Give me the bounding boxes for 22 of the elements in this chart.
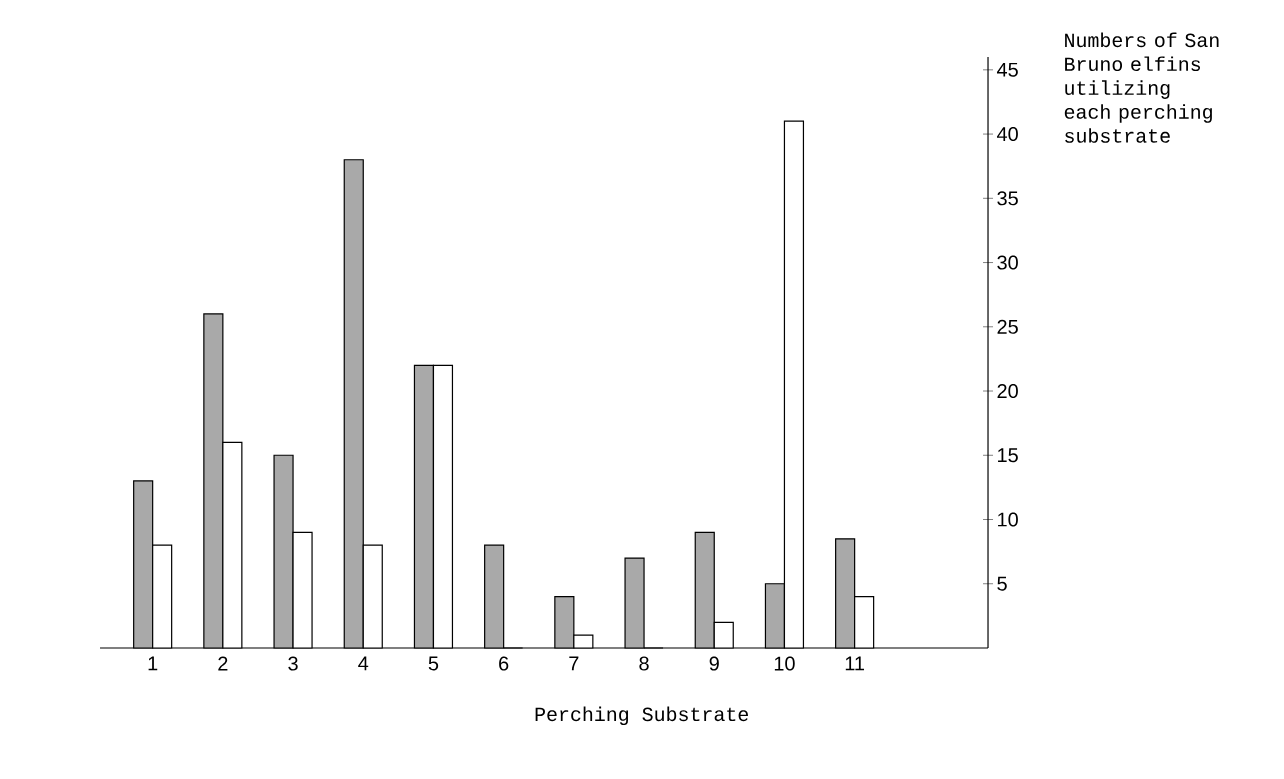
y-tick-label: 25 xyxy=(997,319,1018,334)
x-tick-label: 2 xyxy=(218,656,228,671)
x-tick-label: 7 xyxy=(569,656,579,671)
x-tick-label: 10 xyxy=(774,656,795,671)
x-tick-label: 5 xyxy=(428,656,439,671)
y-tick-label: 45 xyxy=(996,62,1018,77)
x-tick-label: 4 xyxy=(358,656,369,671)
y-tick-label: 10 xyxy=(998,512,1018,527)
y-tick-label: 35 xyxy=(997,191,1018,206)
x-tick-label: 1 xyxy=(148,656,158,671)
x-tick-label: 3 xyxy=(288,656,298,671)
x-tick-label: 9 xyxy=(709,656,719,671)
y-tick-label: 15 xyxy=(998,448,1018,463)
y-axis-title: Numbers of San Bruno elfins utilizing each perching substrate xyxy=(1064,32,1219,143)
y-tick-label: 40 xyxy=(996,127,1018,142)
y-tick-label: 30 xyxy=(997,255,1018,270)
x-tick-label: 8 xyxy=(639,656,649,671)
y-tick-label: 5 xyxy=(997,576,1007,591)
x-tick-label: 11 xyxy=(845,656,865,671)
y-tick-label: 20 xyxy=(997,383,1018,399)
x-axis-title: Perching Substrate xyxy=(535,706,748,726)
x-tick-label: 6 xyxy=(499,656,509,671)
